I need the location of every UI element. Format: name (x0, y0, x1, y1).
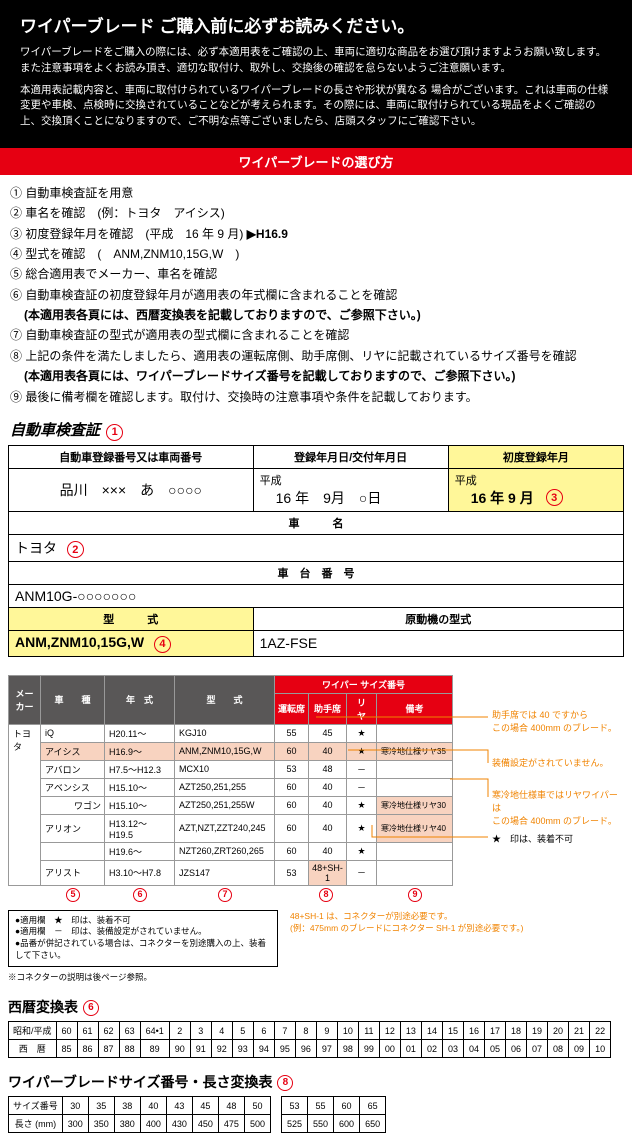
cert-type: ANM,ZNM10,15G,W 4 (9, 631, 254, 657)
foot-7: 7 (218, 888, 232, 902)
legend-box: ●適用欄 ★ 印は、装着不可 ●適用欄 － 印は、装備設定がされていません。 ●… (8, 910, 278, 968)
cert-date: 平成 16 年 9月 ○日 (253, 468, 448, 511)
annot-psg: 助手席では 40 ですから この場合 400mm のブレード。 (490, 707, 620, 735)
foot-6: 6 (133, 888, 147, 902)
connector-footnote: ※コネクターの説明は後ページ参照。 (8, 971, 624, 983)
header-black: ワイパーブレード ご購入前に必ずお読みください。 ワイパーブレードをご購入の際に… (0, 0, 632, 148)
compat-footer-row: 5 6 7 8 9 (9, 885, 453, 904)
legend-2: ●適用欄 － 印は、装備設定がされていません。 (15, 926, 271, 938)
num-circle-1: 1 (106, 424, 123, 441)
annot-cold: 寒冷地仕様車ではリヤワイパーは この場合 400mm のブレード。 (490, 787, 625, 828)
cert-h-chassis: 車 台 番 号 (9, 562, 624, 585)
compat-row: トヨタiQH20.11～KGJ105545★ (9, 724, 453, 742)
th-year: 年 式 (105, 675, 175, 724)
foot-9: 9 (408, 888, 422, 902)
annot-noequip: 装備設定がされていません。 (490, 755, 620, 770)
cert-maker: トヨタ 2 (9, 534, 624, 562)
th-wiper: ワイパー サイズ番号 (275, 675, 453, 693)
compat-maker-cell: トヨタ (9, 724, 41, 885)
cert-h-date: 登録年月日/交付年月日 (253, 445, 448, 468)
legend-1: ●適用欄 ★ 印は、装着不可 (15, 915, 271, 927)
cert-table: 自動車登録番号又は車両番号 登録年月日/交付年月日 初度登録年月 品川 ××× … (8, 445, 624, 657)
th-car: 車 種 (41, 675, 105, 724)
how-to-choose-bar: ワイパーブレードの選び方 (0, 148, 632, 175)
compat-table: メーカー 車 種 年 式 型 式 ワイパー サイズ番号 運転席 助手席 リ ヤ … (8, 675, 453, 904)
step-1: ① 自動車検査証を用意 (10, 183, 622, 203)
step-2: ② 車名を確認 (例：トヨタ アイシス) (10, 203, 622, 223)
cert-engine: 1AZ-FSE (253, 631, 623, 657)
th-type: 型 式 (175, 675, 275, 724)
compat-area: メーカー 車 種 年 式 型 式 ワイパー サイズ番号 運転席 助手席 リ ヤ … (0, 675, 632, 904)
foot-5: 5 (66, 888, 80, 902)
step-3: ③ 初度登録年月を確認 (平成 16 年 9 月) ▶H16.9 (10, 224, 622, 244)
num-circle-4: 4 (154, 636, 171, 653)
cert-h-reg: 自動車登録番号又は車両番号 (9, 445, 254, 468)
era-title: 西暦変換表 6 (8, 997, 624, 1017)
foot-8: 8 (319, 888, 333, 902)
step-6b: (本適用表各頁には、西暦変換表を記載しておりますので、ご参照下さい。) (10, 305, 622, 325)
size-table: サイズ番号303538404345485053556065長さ (mm)3003… (8, 1096, 386, 1133)
th-maker: メーカー (9, 675, 41, 724)
cert-chassis: ANM10G-○○○○○○○ (9, 585, 624, 608)
num-circle-2: 2 (67, 541, 84, 558)
step-9: ⑨ 最後に備考欄を確認します。取付け、交換時の注意事項や条件を記載しております。 (10, 387, 622, 407)
cert-first: 平成 16 年 9 月 3 (448, 468, 623, 511)
connector-annot: 48+SH-1 は、コネクターが別途必要です。 (例：475mm のブレードにコ… (290, 910, 524, 934)
steps-list: ① 自動車検査証を用意 ② 車名を確認 (例：トヨタ アイシス) ③ 初度登録年… (0, 175, 632, 415)
cert-h-type: 型 式 (9, 608, 254, 631)
compat-row: アベンシスH15.10～AZT250,251,2556040－ (9, 778, 453, 796)
era-table: 昭和/平成6061626364•123456789101112131415161… (8, 1021, 611, 1058)
cert-plate: 品川 ××× あ ○○○○ (9, 468, 254, 511)
header-p2: 本適用表記載内容と、車両に取付けられているワイパーブレードの長さや形状が異なる … (20, 83, 612, 130)
compat-row: アリストH3.10～H7.8JZS1475348+SH-1－ (9, 860, 453, 885)
th-drv: 運転席 (275, 693, 309, 724)
step-8b: (本適用表各頁には、ワイパーブレードサイズ番号を記載しておりますので、ご参照下さ… (10, 366, 622, 386)
step-7: ⑦ 自動車検査証の型式が適用表の型式欄に含まれることを確認 (10, 325, 622, 345)
size-title: ワイパーブレードサイズ番号・長さ変換表 8 (8, 1072, 624, 1092)
annot-star: ★ 印は、装着不可 (490, 831, 575, 846)
header-p1: ワイパーブレードをご購入の際には、必ず本適用表をご確認の上、車両に適切な商品をお… (20, 45, 612, 77)
step-6: ⑥ 自動車検査証の初度登録年月が適用表の年式欄に含まれることを確認 (10, 285, 622, 305)
compat-row: アリオンH13.12～H19.5AZT,NZT,ZZT240,2456040★寒… (9, 814, 453, 842)
cert-h-first: 初度登録年月 (448, 445, 623, 468)
th-rear: リ ヤ (347, 693, 377, 724)
header-title: ワイパーブレード ご購入前に必ずお読みください。 (20, 12, 612, 37)
th-psg: 助手席 (309, 693, 347, 724)
compat-row: H19.6～NZT260,ZRT260,2656040★ (9, 842, 453, 860)
compat-row: ワゴンH15.10～AZT250,251,255W6040★寒冷地仕様リヤ30 (9, 796, 453, 814)
num-circle-3: 3 (546, 489, 563, 506)
compat-row: アバロンH7.5～H12.3MCX105348－ (9, 760, 453, 778)
cert-h-name: 車 名 (9, 511, 624, 534)
step-8: ⑧ 上記の条件を満たしましたら、適用表の運転席側、助手席側、リヤに記載されている… (10, 346, 622, 366)
th-note: 備考 (377, 693, 453, 724)
compat-row: アイシスH16.9～ANM,ZNM10,15G,W6040★寒冷地仕様リヤ35 (9, 742, 453, 760)
cert-h-engine: 原動機の型式 (253, 608, 623, 631)
legend-3: ●品番が併記されている場合は、コネクターを別途購入の上、装着して下さい。 (15, 938, 271, 962)
step-5: ⑤ 総合適用表でメーカー、車名を確認 (10, 264, 622, 284)
step-4: ④ 型式を確認 ( ANM,ZNM10,15G,W ) (10, 244, 622, 264)
cert-title: 自動車検査証 1 (0, 415, 632, 445)
